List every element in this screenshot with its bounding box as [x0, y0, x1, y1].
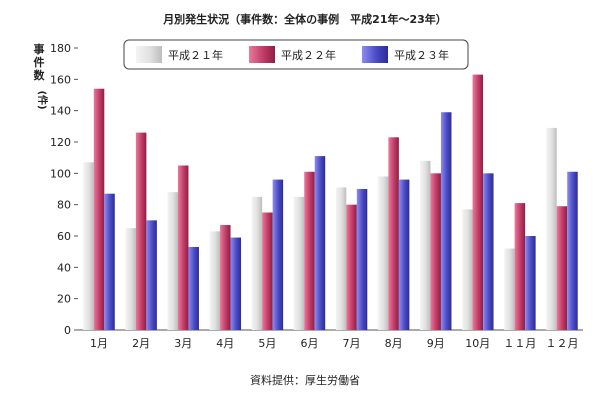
y-tick-label: 80: [57, 199, 71, 212]
bar: [272, 179, 284, 330]
y-axis-title-char: 件: [34, 55, 45, 69]
bar: [440, 112, 452, 330]
bar: [398, 179, 410, 330]
legend-label: 平成２３年: [394, 48, 449, 62]
legend-swatch: [362, 46, 388, 63]
x-tick-label: １１月: [503, 337, 536, 350]
bar: [125, 228, 136, 330]
bar: [483, 173, 494, 330]
x-tick-label: 9月: [427, 337, 445, 350]
bar: [419, 160, 431, 330]
legend-label: 平成２２年: [281, 48, 336, 62]
bar: [462, 209, 473, 330]
bar: [251, 196, 263, 330]
y-tick-label: 180: [50, 42, 71, 55]
x-tick-label: 2月: [132, 337, 150, 350]
bar: [304, 171, 315, 330]
bar: [83, 162, 94, 330]
x-tick-label: 4月: [216, 337, 234, 350]
chart-title: 月別発生状況（事件数：全体の事例 平成21年～23年）: [162, 12, 447, 26]
x-tick-label: １２月: [545, 337, 578, 350]
bar: [430, 173, 441, 330]
y-tick-label: 0: [64, 324, 71, 337]
bar: [177, 165, 189, 330]
bar: [230, 237, 242, 330]
y-axis: 0 20 40 60 80 100 120 140 160 180: [50, 42, 583, 337]
x-tick-label: 1月: [90, 337, 108, 350]
bar: [504, 248, 515, 330]
x-tick-label: 7月: [343, 337, 361, 350]
bar: [388, 137, 399, 330]
bar: [567, 171, 578, 330]
x-tick-label: 5月: [258, 337, 276, 350]
bar: [314, 156, 326, 330]
y-tick-label: 120: [50, 136, 71, 149]
x-tick-label: 6月: [300, 337, 318, 350]
y-tick-label: 140: [50, 105, 71, 118]
legend-label: 平成２１年: [168, 48, 223, 62]
bar: [220, 225, 231, 330]
x-axis: 1月 2月 3月 4月 5月 6月 7月 8月 9月 10月 １１月 １２月: [90, 337, 578, 350]
bar: [104, 193, 115, 330]
bar: [356, 189, 368, 330]
bar: [293, 196, 305, 330]
x-tick-label: 10月: [465, 337, 490, 350]
y-axis-title-char: 事: [34, 42, 45, 56]
x-tick-label: 8月: [385, 337, 403, 350]
bar: [556, 206, 568, 330]
bar: [546, 127, 557, 331]
bar: [525, 236, 536, 330]
bar: [167, 192, 178, 330]
y-tick-label: 40: [57, 261, 71, 274]
source-note: 資料提供：厚生労働省: [250, 373, 360, 387]
y-axis-title: 事 件 数 (件): [34, 42, 50, 110]
plot-area: [83, 74, 578, 331]
y-axis-title-unit: (件): [36, 90, 49, 109]
bar: [188, 246, 199, 330]
bar: [209, 231, 221, 330]
bar: [135, 132, 147, 330]
bar: [335, 187, 347, 330]
y-tick-label: 20: [57, 293, 71, 306]
bar: [262, 212, 273, 330]
bar: [377, 176, 389, 330]
legend-swatch: [136, 46, 162, 63]
y-tick-label: 160: [50, 73, 71, 86]
bar: [514, 203, 526, 330]
bar: [93, 88, 105, 330]
x-tick-label: 3月: [174, 337, 192, 350]
legend: 平成２１年 平成２２年 平成２３年: [123, 39, 469, 70]
y-tick-label: 100: [50, 167, 71, 180]
bar: [146, 220, 157, 330]
legend-swatch: [249, 46, 275, 63]
bar: [472, 74, 484, 330]
y-axis-title-char: 数: [34, 68, 46, 82]
bar: [346, 204, 357, 330]
y-tick-label: 60: [57, 230, 71, 243]
